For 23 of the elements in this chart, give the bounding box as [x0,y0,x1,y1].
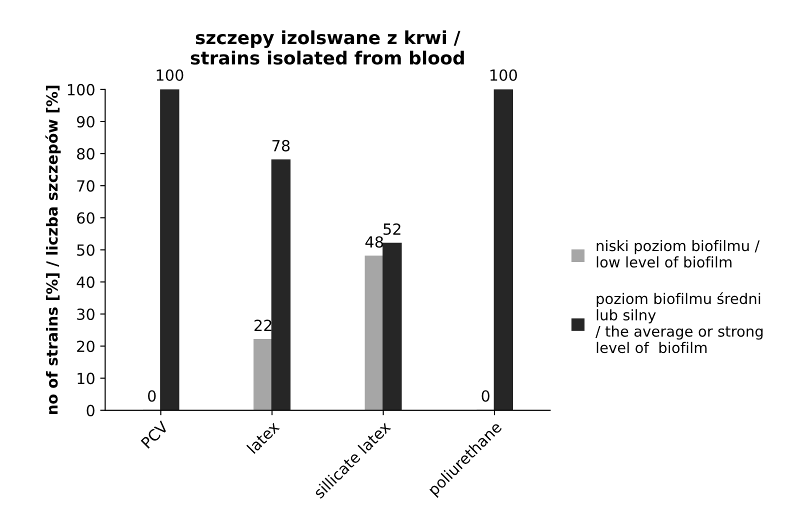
y-tick-label: 30 [77,308,94,320]
y-tick-label: 100 [68,84,94,96]
data-label: 100 [490,69,517,81]
data-label: 100 [156,69,184,81]
y-tick-label: 40 [76,276,94,288]
y-tick-label: 10 [78,372,94,384]
data-label: 0 [148,390,156,402]
data-label: 22 [254,320,272,331]
y-tick-label: 80 [77,148,94,160]
data-label: 52 [384,223,400,235]
chart-title: szczepy izolswane z krwi / strains isolated from blood [190,30,464,65]
y-tick-label: 50 [77,244,94,256]
y-tick-label: 70 [77,180,94,192]
y-tick-label: 90 [76,116,94,128]
y-tick-label: 20 [77,340,94,352]
data-label: 78 [272,140,290,152]
y-tick-label: 0 [86,404,94,416]
data-label: 48 [365,236,384,248]
legend-label: niski poziom biofilmu / low level of biofilm [596,240,760,268]
y-tick-label: 60 [77,212,94,224]
data-label: 0 [482,390,490,402]
y-axis-title: no of strains [%] / liczba szczepów [%] [45,86,61,414]
legend-label: poziom biofilmu średni lub silny / the average or strong level of biofilm [595,292,763,354]
